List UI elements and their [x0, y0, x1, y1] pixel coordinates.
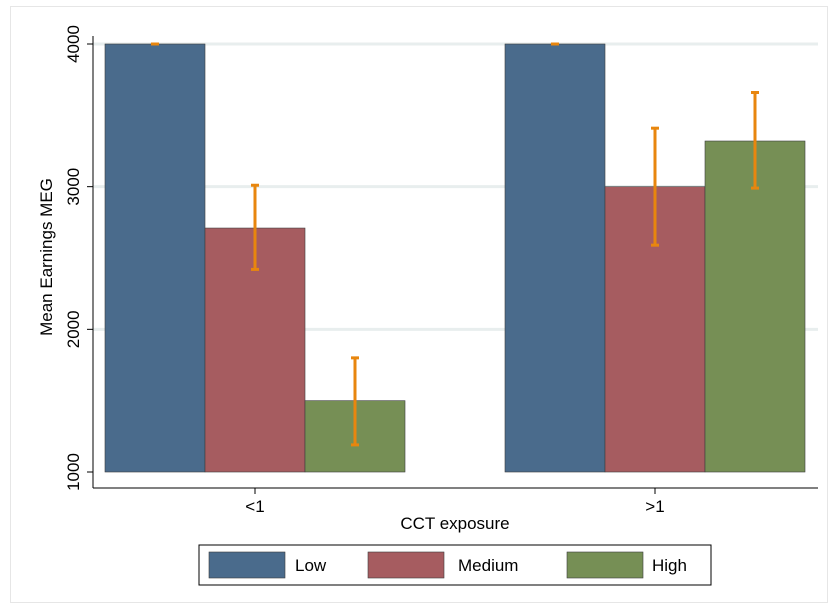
y-tick-label: 1000	[64, 453, 83, 491]
x-tick-labels: <1 >1	[245, 497, 664, 516]
y-tick-label: 2000	[64, 310, 83, 348]
legend-swatch-medium	[367, 551, 445, 579]
legend: Low Medium High	[198, 544, 712, 586]
x-tick-label: >1	[645, 497, 664, 516]
y-tick-label: 3000	[64, 168, 83, 206]
error-bars	[151, 42, 759, 447]
legend-swatch-low	[208, 551, 286, 579]
legend-swatch-high	[566, 551, 644, 579]
bar-low-1	[504, 43, 606, 473]
legend-label-medium: Medium	[458, 556, 518, 575]
y-tick-label: 4000	[64, 25, 83, 63]
legend-label-low: Low	[295, 556, 327, 575]
bars	[104, 43, 806, 473]
axes	[87, 36, 818, 494]
bar-low-0	[104, 43, 206, 473]
legend-label-high: High	[652, 556, 687, 575]
x-tick-label: <1	[245, 497, 264, 516]
bar-high-1	[704, 140, 806, 473]
x-axis-title: CCT exposure	[400, 514, 509, 533]
y-tick-labels: 1000 2000 3000 4000	[64, 25, 83, 491]
y-axis-title: Mean Earnings MEG	[37, 178, 56, 336]
